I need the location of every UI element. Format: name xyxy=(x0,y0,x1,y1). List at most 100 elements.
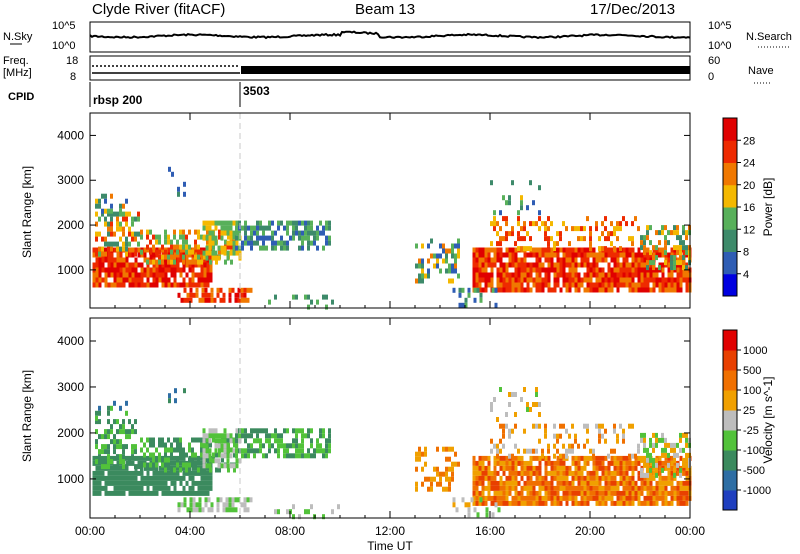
echo-cell xyxy=(243,497,247,503)
echo-cell xyxy=(209,475,213,481)
echo-cell xyxy=(532,455,536,461)
echo-cell xyxy=(613,428,616,434)
echo-cell xyxy=(200,437,203,443)
echo-cell xyxy=(664,250,667,256)
echo-cell xyxy=(176,267,180,273)
echo-cell xyxy=(532,495,536,501)
echo-cell xyxy=(604,480,608,486)
echo-cell xyxy=(616,465,620,471)
echo-cell xyxy=(125,216,128,222)
echo-cell xyxy=(565,247,569,253)
echo-cell xyxy=(490,272,494,278)
echo-cell xyxy=(610,272,614,278)
echo-cell xyxy=(216,497,220,503)
echo-cell xyxy=(448,248,451,254)
echo-cell xyxy=(547,485,551,491)
echo-cell xyxy=(337,504,340,510)
echo-cell xyxy=(517,287,521,293)
echo-cell xyxy=(514,241,517,247)
echo-cell xyxy=(637,287,641,293)
echo-cell xyxy=(223,448,227,454)
echo-cell xyxy=(562,480,566,486)
echo-cell xyxy=(628,495,632,501)
echo-cell xyxy=(559,287,563,293)
echo-cell xyxy=(553,433,556,439)
echo-cell xyxy=(125,485,129,491)
echo-cell xyxy=(682,490,686,496)
echo-cell xyxy=(514,392,517,397)
echo-cell xyxy=(101,455,105,461)
echo-cell xyxy=(125,475,129,481)
echo-cell xyxy=(679,245,682,251)
echo-cell xyxy=(461,287,465,293)
echo-cell xyxy=(673,495,677,501)
echo-cell xyxy=(685,475,689,481)
echo-cell xyxy=(580,247,584,253)
echo-cell xyxy=(544,470,548,476)
echo-cell xyxy=(137,231,140,237)
echo-cell xyxy=(454,263,457,269)
echo-cell xyxy=(230,447,233,453)
echo-cell xyxy=(152,234,155,240)
echo-cell xyxy=(529,465,533,471)
echo-cell xyxy=(146,277,150,283)
echo-cell xyxy=(247,443,250,449)
echo-cell xyxy=(508,392,511,397)
echo-cell xyxy=(625,272,629,278)
echo-cell xyxy=(286,240,289,246)
echo-cell xyxy=(625,267,629,273)
echo-cell xyxy=(188,249,191,255)
echo-cell xyxy=(517,272,521,278)
echo-cell xyxy=(604,470,608,476)
echo-cell xyxy=(502,433,505,439)
echo-cell xyxy=(574,475,578,481)
echo-cell xyxy=(319,448,322,454)
echo-cell xyxy=(658,455,662,461)
echo-cell xyxy=(122,475,126,481)
echo-cell xyxy=(119,208,122,214)
echo-cell xyxy=(116,419,119,425)
echo-cell xyxy=(250,443,253,449)
echo-cell xyxy=(134,247,138,253)
echo-cell xyxy=(197,480,201,486)
echo-cell xyxy=(649,460,653,466)
echo-cell xyxy=(481,262,485,268)
echo-cell xyxy=(664,235,667,241)
echo-cell xyxy=(505,252,509,258)
echo-cell xyxy=(470,497,474,503)
echo-cell xyxy=(613,267,617,273)
echo-cell xyxy=(502,423,505,429)
echo-cell xyxy=(442,243,445,249)
echo-cell xyxy=(107,262,111,268)
echo-cell xyxy=(544,257,548,263)
echo-cell xyxy=(484,475,488,481)
y-tick-label: 2000 xyxy=(57,426,84,440)
echo-cell xyxy=(191,259,194,265)
echo-cell xyxy=(511,272,515,278)
echo-cell xyxy=(631,287,635,293)
echo-cell xyxy=(601,433,604,439)
echo-cell xyxy=(649,437,652,443)
echo-cell xyxy=(505,490,509,496)
echo-cell xyxy=(146,485,150,491)
echo-cell xyxy=(203,470,207,476)
echo-cell xyxy=(490,221,493,227)
station-title: Clyde River (fitACF) xyxy=(92,1,225,18)
echo-cell xyxy=(92,475,96,481)
velocity-colorbar-label-text: Velocity [m s^-1] xyxy=(761,377,775,464)
echo-cell xyxy=(511,247,515,253)
echo-cell xyxy=(640,490,644,496)
echo-cell xyxy=(179,475,183,481)
echo-cell xyxy=(427,486,430,492)
echo-cell xyxy=(490,267,494,273)
echo-cell xyxy=(577,247,581,253)
echo-cell xyxy=(110,211,113,217)
echo-cell xyxy=(206,277,210,283)
echo-cell xyxy=(481,490,485,496)
echo-cell xyxy=(128,231,131,237)
echo-cell xyxy=(505,272,509,278)
echo-cell xyxy=(137,485,141,491)
echo-cell xyxy=(262,443,265,449)
echo-cell xyxy=(592,485,596,491)
echo-cell xyxy=(547,455,551,461)
